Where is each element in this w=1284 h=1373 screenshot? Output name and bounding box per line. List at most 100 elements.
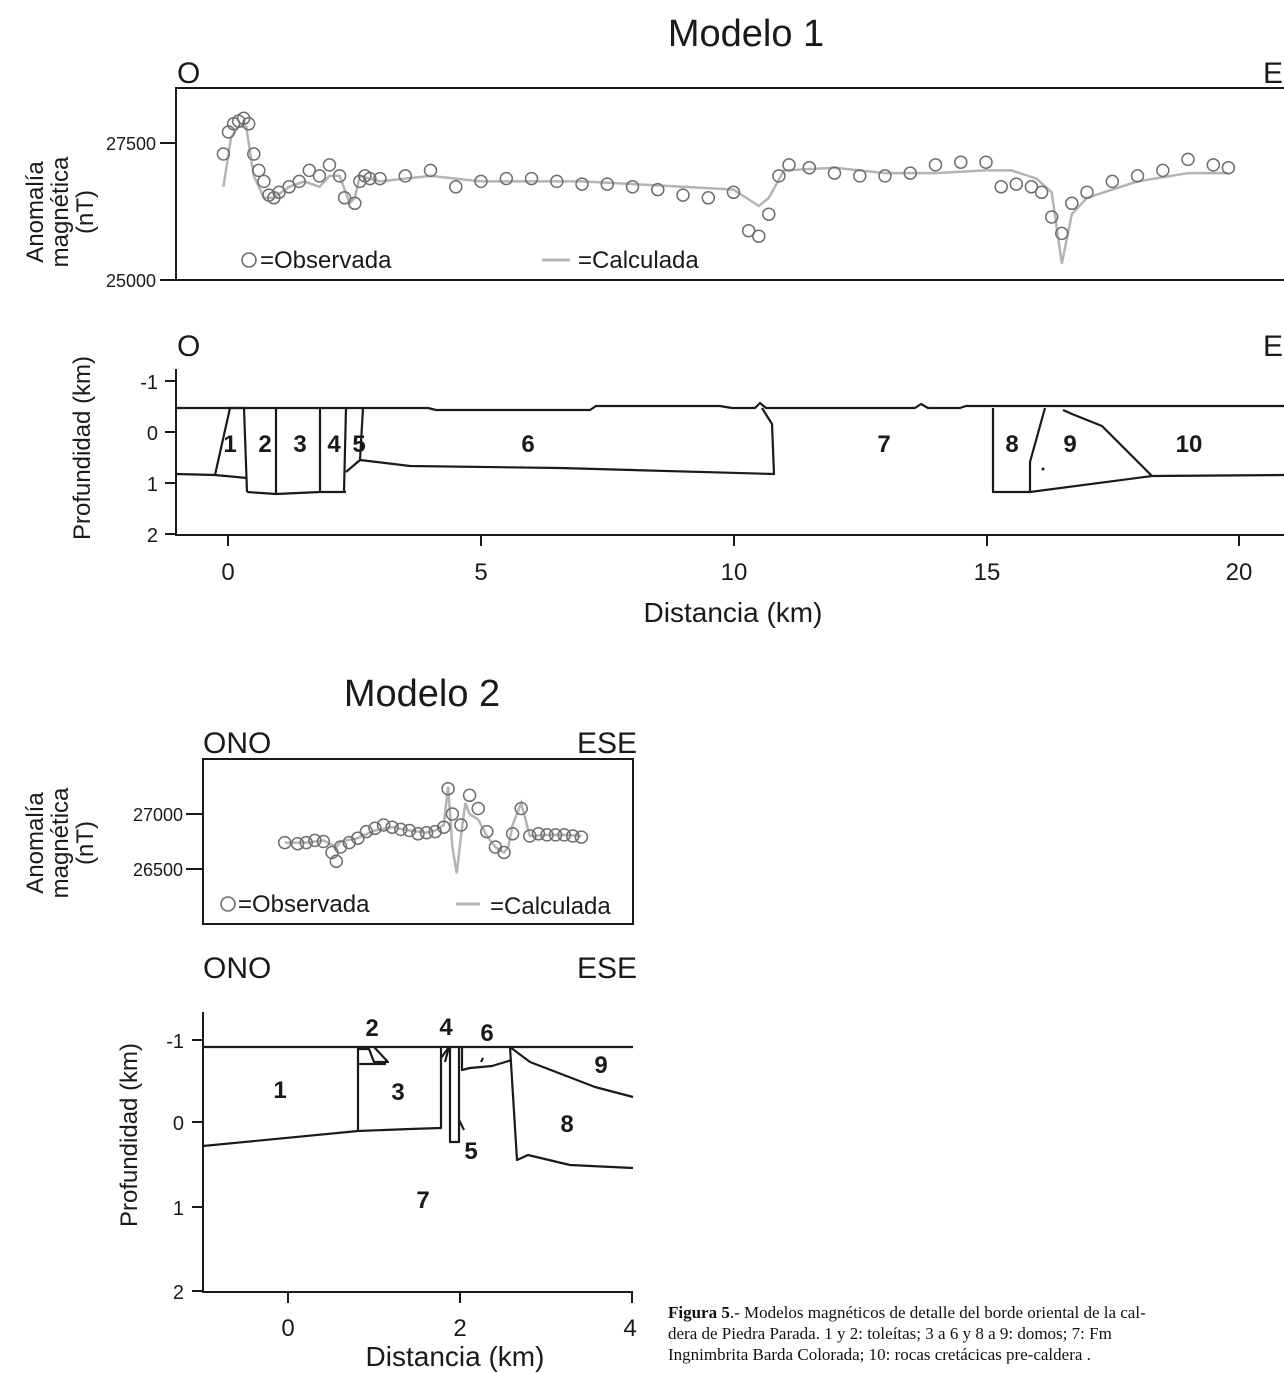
model1-observed-point	[1044, 210, 1059, 224]
model1-body-label: 6	[521, 431, 534, 458]
model1-observed-point	[1105, 174, 1120, 189]
model2-body-outlines	[202, 1045, 634, 1170]
model1-observed-point	[1024, 180, 1039, 194]
model1-observed-point	[292, 174, 306, 189]
model2-body-8	[508, 1046, 634, 1170]
model2-xtick-label: 4	[623, 1315, 636, 1342]
model2-xtick-label: 0	[281, 1315, 294, 1342]
model2-observed-point	[376, 818, 391, 832]
model2-mag-ylabel-line1: Anomalía	[22, 792, 49, 894]
model1-observed-point	[312, 169, 327, 183]
model1-body-label: 2	[258, 431, 271, 458]
model2-calculated-line	[284, 786, 582, 874]
model1-model-direction-left: O	[177, 330, 200, 363]
model1-observed-point	[322, 158, 337, 172]
model1-mag-ylabel: Anomalía magnética (nT)	[22, 156, 99, 267]
model1-mag-ytick-label: 27500	[106, 134, 156, 154]
model2-xlabel: Distancia (km)	[366, 1341, 545, 1372]
model1-xtick-label: 5	[474, 559, 487, 586]
model2-observed-point	[462, 788, 477, 803]
model2-model-direction-left: ONO	[203, 952, 271, 985]
model1-observed-point	[247, 147, 261, 161]
model1-observed-point	[752, 229, 766, 243]
model1-observed-point	[1034, 185, 1049, 200]
model1-observed-point	[337, 191, 352, 205]
model2-calculated-series	[284, 786, 582, 874]
model2-observed-point	[316, 834, 331, 849]
model1-body-3	[214, 473, 248, 480]
model2-observed-point	[419, 825, 434, 840]
model2-body-label: 9	[594, 1052, 607, 1079]
caption-figure-label: Figura 5	[668, 1303, 730, 1322]
model1-xtick-label: 15	[974, 559, 1001, 586]
model2-mag-ylabel-line2: magnética	[47, 787, 74, 898]
model1-ytick-label: 1	[147, 474, 158, 496]
model2-observed-point	[342, 835, 356, 850]
model1-body-labels: 1 2 3 4 5 6 7 8 9 10	[223, 431, 1202, 458]
model1-ytick-label: 0	[147, 423, 158, 445]
model1-contact-9-10	[1062, 408, 1153, 477]
model2-observed-point	[514, 801, 528, 816]
model2-model-yticks: -1 0 1 2	[166, 1031, 203, 1304]
model1-calculated-series	[222, 125, 1229, 264]
model1-body-label: 4	[327, 431, 341, 458]
model1-model-ylabel: Profundidad (km)	[69, 356, 96, 540]
model2-body-label: 6	[480, 1020, 493, 1047]
legend-observed-label: =Observada	[260, 247, 392, 274]
model2-observed-point	[445, 807, 460, 821]
model1-observed-point	[979, 155, 993, 169]
model1-observed-point	[762, 207, 776, 221]
model2-body-label: 4	[439, 1014, 453, 1041]
model1-body-label: 8	[1005, 431, 1018, 458]
model1-observed-point	[903, 166, 918, 180]
model2-observed-point	[557, 828, 571, 842]
model2-observed-point	[540, 828, 554, 842]
model1-observed-point	[827, 166, 842, 180]
model1-observed-point	[878, 169, 892, 183]
model2-body-5	[448, 1047, 461, 1144]
model1-observed-point	[449, 180, 463, 194]
model1-xtick-label: 20	[1226, 559, 1253, 586]
model1-contact-8-9	[1028, 407, 1047, 492]
model1-xlabel: Distancia (km)	[644, 597, 823, 628]
model1-mag-direction-right: E	[1263, 57, 1283, 90]
model1-legend: =Observada =Calculada	[241, 247, 699, 274]
model1-observed-point	[216, 147, 231, 161]
model1-observed-point	[302, 163, 317, 178]
model2-model-xticks: 0 2 4	[281, 1292, 637, 1342]
model2-observed-point	[385, 820, 399, 834]
model1-observed-point	[524, 171, 539, 186]
model1-observed-point	[600, 177, 615, 191]
model1-mag-frame	[175, 87, 1284, 281]
model1-observed-point	[550, 174, 564, 189]
model1-model-xticks: 0 5 10 15 20	[221, 535, 1252, 586]
model1-mag-ylabel-line1: Anomalía	[22, 161, 49, 263]
model2-mag-direction-right: ESE	[577, 727, 637, 760]
model1-observed-point	[1206, 158, 1221, 172]
model2-observed-point	[290, 836, 305, 851]
model1-point-mark	[1041, 467, 1045, 471]
model2-body-label: 1	[273, 1077, 286, 1104]
model1-observed-point	[282, 180, 296, 194]
model2-body-4	[440, 1045, 451, 1063]
model2-model-direction-right: ESE	[577, 952, 637, 985]
model1-observed-point	[474, 174, 488, 189]
model2-ytick-label: -1	[166, 1031, 184, 1053]
model2-observed-point	[329, 854, 344, 869]
model2-observed-point	[441, 781, 455, 796]
model2-body-3-base	[357, 1047, 443, 1133]
model2-title: Modelo 2	[344, 673, 500, 715]
model2-observed-point	[566, 829, 580, 843]
model1-observed-point	[701, 191, 716, 205]
model2-ytick-label: 1	[173, 1198, 184, 1220]
model2-observed-point	[351, 831, 365, 845]
model2-observed-point	[333, 840, 348, 854]
model1-observed-point	[741, 223, 756, 238]
model2-body-6-tick	[480, 1057, 484, 1063]
model2-observed-point	[471, 801, 485, 816]
model2-observed-point	[454, 818, 468, 832]
model1-ytick-label: 2	[147, 525, 158, 547]
model2-observed-point	[368, 821, 382, 836]
model1-observed-point	[398, 169, 413, 183]
